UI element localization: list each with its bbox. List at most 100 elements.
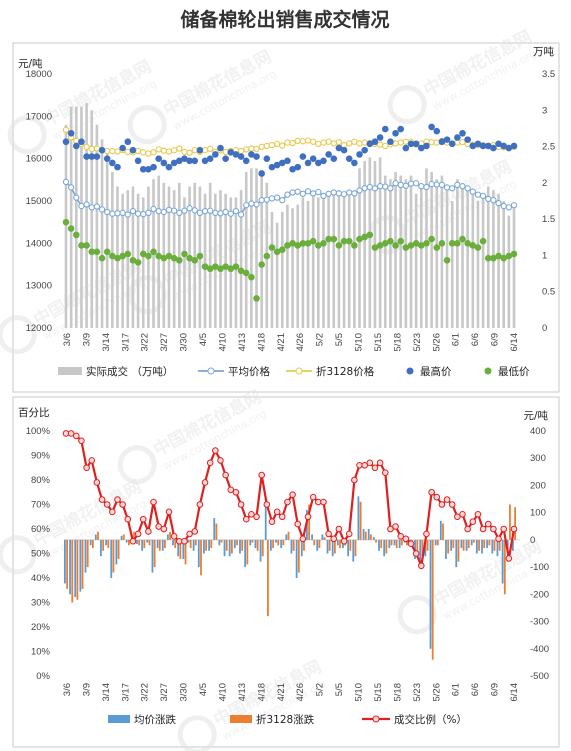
deal-volume-bar <box>353 190 356 328</box>
x-tick-label: 5/2 <box>315 333 326 346</box>
min-price-point <box>217 265 224 273</box>
deal-ratio-point <box>387 525 394 533</box>
right-tick-label: 300 <box>530 453 546 464</box>
deal-ratio-point <box>98 496 106 503</box>
max-price-point <box>304 159 312 167</box>
avg-change-bar <box>321 534 324 540</box>
deal-volume-bar <box>90 110 94 329</box>
conv3128-price-point <box>346 140 353 147</box>
min-price-point <box>119 252 126 260</box>
deal-ratio-point <box>345 530 353 538</box>
conv3128-change-bar <box>169 531 171 540</box>
conv3128-price-point <box>170 147 178 154</box>
x-tick-label: 6/14 <box>509 683 520 702</box>
conv3128-change-bar <box>493 539 496 551</box>
conv3128-change-bar <box>189 539 192 549</box>
deal-ratio-point <box>392 523 399 530</box>
avg-price-point <box>304 188 312 195</box>
x-tick-label: 6/6 <box>470 683 481 696</box>
left-axis-unit: 元/吨 <box>18 57 43 70</box>
x-tick-label: 6/1 <box>451 333 462 346</box>
avg-change-bar <box>311 534 313 540</box>
x-tick-label: 4/26 <box>295 333 306 352</box>
conv3128-change-bar <box>256 539 259 551</box>
conv3128-change-bar <box>246 539 249 565</box>
conv3128-price-point <box>315 140 322 147</box>
conv3128-change-bar <box>194 539 197 546</box>
avg-change-bar <box>115 539 118 565</box>
top-chart: 元/吨 万吨 12000 13000 14000 15000 16000 17000 18000… <box>18 45 555 378</box>
max-price-point <box>335 144 343 152</box>
avg-price-point <box>207 207 214 214</box>
conv3128-change-bar <box>148 539 151 546</box>
deal-ratio-point <box>242 515 250 523</box>
conv3128-change-bar <box>436 539 439 546</box>
right-axis-unit: 元/吨 <box>523 409 548 422</box>
avg-change-bar <box>347 539 350 557</box>
min-price-point <box>443 256 451 264</box>
min-price-point <box>387 237 394 245</box>
avg-change-bar <box>460 539 463 549</box>
avg-price-point <box>340 191 348 198</box>
avg-price-point <box>98 206 106 213</box>
min-price-point <box>433 244 441 251</box>
min-price-point <box>454 240 461 247</box>
min-price-point <box>423 240 430 247</box>
max-price-point <box>103 155 111 162</box>
min-price-point <box>340 237 348 245</box>
min-price-point <box>227 265 235 273</box>
avg-change-bar <box>445 539 447 559</box>
conv3128-price-point <box>268 141 276 149</box>
watermark-logo-icon <box>177 715 217 751</box>
conv3128-change-bar <box>138 539 141 546</box>
max-price-point <box>294 163 302 171</box>
deal-ratio-point <box>181 537 188 545</box>
avg-price-point <box>93 203 101 210</box>
left-tick-label: 60% <box>31 524 51 535</box>
avg-change-bar <box>259 539 262 562</box>
deal-volume-bar <box>476 201 480 328</box>
conv3128-price-point <box>382 142 389 150</box>
max-price-point <box>459 129 466 137</box>
max-price-point <box>98 146 106 154</box>
conv3128-price-point <box>140 149 147 156</box>
conv3128-change-bar <box>375 539 377 543</box>
right-tick-label: 1.5 <box>542 214 555 225</box>
max-price-point <box>242 157 250 165</box>
avg-change-bar <box>326 539 329 554</box>
right-tick-label: -500 <box>530 671 549 682</box>
min-price-point <box>402 244 410 251</box>
deal-volume-bar <box>399 175 403 328</box>
avg-change-bar <box>465 539 468 551</box>
deal-volume-bar <box>208 182 212 328</box>
conv3128-price-point <box>376 141 384 148</box>
x-tick-label: 5/18 <box>392 683 403 702</box>
conv3128-price-point <box>160 147 167 154</box>
top-legend: 实际成交 （万吨） 平均价格 折3128价格 最高价 最低价 <box>58 365 530 378</box>
avg-change-bar <box>419 539 422 562</box>
left-tick-label: 100% <box>26 426 51 437</box>
avg-price-point <box>428 180 435 188</box>
conv3128-change-bar <box>230 539 233 554</box>
conv3128-change-bar <box>364 531 367 540</box>
avg-change-bar <box>285 534 288 540</box>
x-tick-label: 3/22 <box>140 333 151 352</box>
deal-volume-bar <box>105 150 109 328</box>
avg-price-point <box>485 195 492 203</box>
avg-price-point <box>232 208 240 215</box>
conv3128-change-bar <box>71 539 74 603</box>
deal-ratio-point <box>418 562 425 570</box>
conv3128-change-bar <box>81 539 84 589</box>
min-price-point <box>479 237 487 245</box>
avg-price-point <box>289 189 296 196</box>
avg-change-bar <box>398 539 401 549</box>
avg-price-point <box>212 209 219 217</box>
max-price-point <box>448 140 456 148</box>
avg-change-bar <box>455 539 458 568</box>
page-title: 储备棉轮出销售成交情况 <box>180 8 389 31</box>
max-price-point <box>454 134 461 141</box>
max-price-point <box>72 142 80 150</box>
x-tick-label: 5/26 <box>431 683 442 702</box>
avg-price-point <box>165 206 173 214</box>
avg-change-bar <box>166 534 169 540</box>
